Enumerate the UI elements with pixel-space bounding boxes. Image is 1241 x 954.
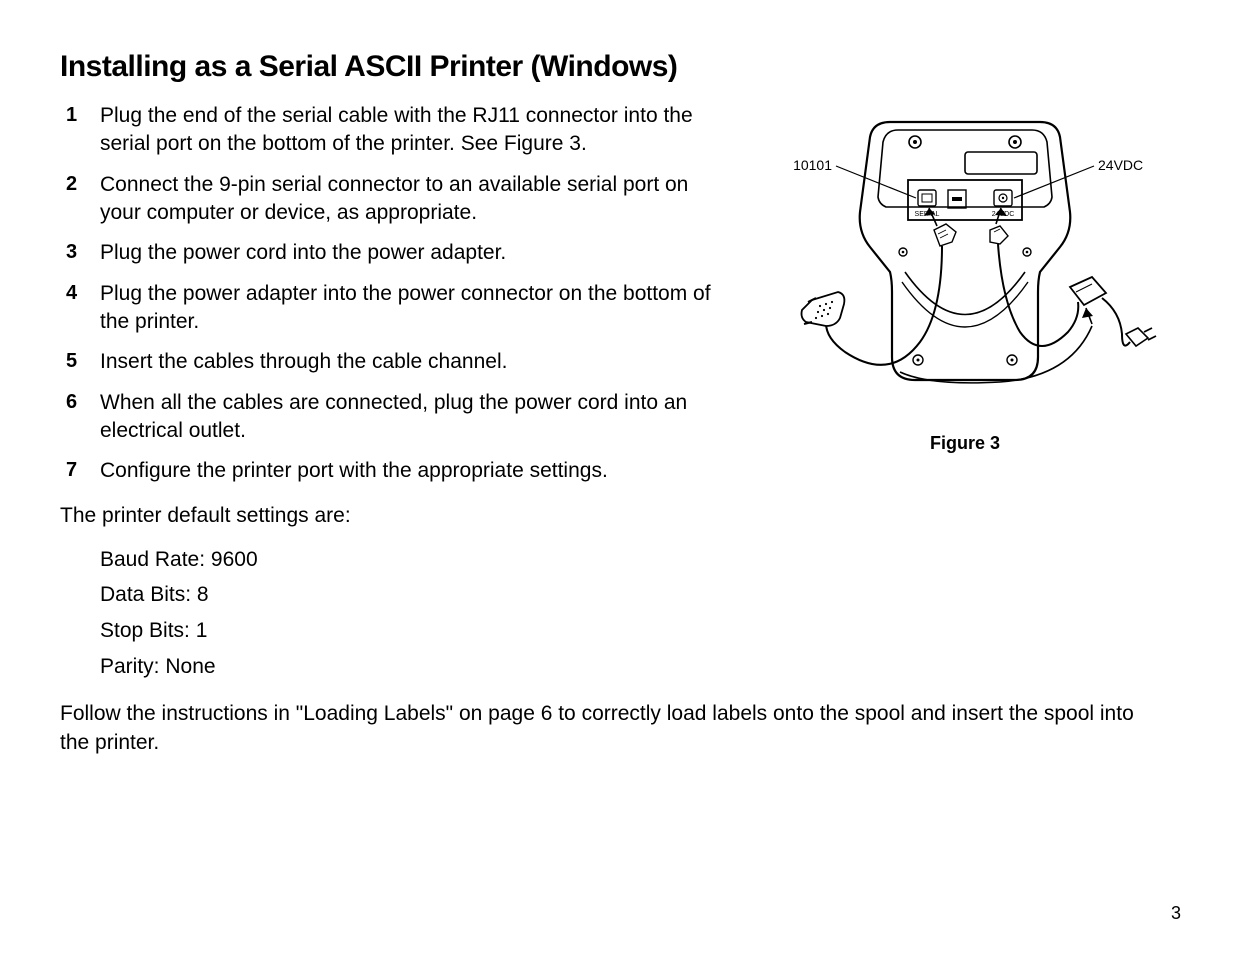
step-number: 3	[66, 239, 77, 266]
setting-item: Data Bits: 8	[100, 577, 1181, 613]
step-number: 7	[66, 457, 77, 484]
figure-label-left: 10101	[793, 157, 832, 173]
step-item: 1Plug the end of the serial cable with t…	[100, 102, 730, 159]
wall-plug-icon	[1126, 328, 1156, 346]
step-number: 1	[66, 102, 77, 129]
document-page: Installing as a Serial ASCII Printer (Wi…	[0, 0, 1241, 954]
page-title: Installing as a Serial ASCII Printer (Wi…	[60, 50, 1181, 84]
step-item: 3Plug the power cord into the power adap…	[100, 239, 730, 267]
settings-list: Baud Rate: 9600 Data Bits: 8 Stop Bits: …	[60, 542, 1181, 685]
step-item: 4Plug the power adapter into the power c…	[100, 280, 730, 337]
step-item: 5Insert the cables through the cable cha…	[100, 348, 730, 376]
db9-connector-icon	[802, 292, 845, 326]
page-number: 3	[1171, 903, 1181, 924]
step-item: 6When all the cables are connected, plug…	[100, 389, 730, 446]
figure-label-right: 24VDC	[1098, 157, 1143, 173]
step-text: Configure the printer port with the appr…	[100, 459, 608, 482]
printer-diagram: SERIAL 24VDC	[770, 102, 1160, 422]
step-number: 4	[66, 280, 77, 307]
step-item: 7Configure the printer port with the app…	[100, 457, 730, 485]
step-text: Connect the 9-pin serial connector to an…	[100, 173, 688, 224]
follow-instructions: Follow the instructions in "Loading Labe…	[60, 699, 1140, 758]
power-plug-icon	[990, 226, 1008, 244]
step-text: Plug the power cord into the power adapt…	[100, 241, 506, 264]
figure-column: SERIAL 24VDC	[750, 102, 1180, 454]
step-text: Plug the end of the serial cable with th…	[100, 104, 693, 155]
setting-item: Baud Rate: 9600	[100, 542, 1181, 578]
step-text: Insert the cables through the cable chan…	[100, 350, 507, 373]
step-list: 1 Plug the end of the serial cable with t…	[60, 102, 730, 486]
setting-item: Parity: None	[100, 649, 1181, 685]
step-text: Plug the power adapter into the power co…	[100, 282, 711, 333]
step-number: 2	[66, 171, 77, 198]
text-column: 1 Plug the end of the serial cable with t…	[60, 102, 730, 498]
step-number: 6	[66, 389, 77, 416]
step-item: 2Connect the 9-pin serial connector to a…	[100, 171, 730, 228]
rj11-connector-icon	[934, 224, 956, 246]
figure-caption: Figure 3	[750, 433, 1180, 454]
power-adapter-icon	[1070, 277, 1106, 305]
content-row: 1 Plug the end of the serial cable with t…	[60, 102, 1181, 498]
setting-item: Stop Bits: 1	[100, 613, 1181, 649]
settings-intro: The printer default settings are:	[60, 504, 1181, 528]
step-number: 5	[66, 348, 77, 375]
step-text: When all the cables are connected, plug …	[100, 391, 687, 442]
